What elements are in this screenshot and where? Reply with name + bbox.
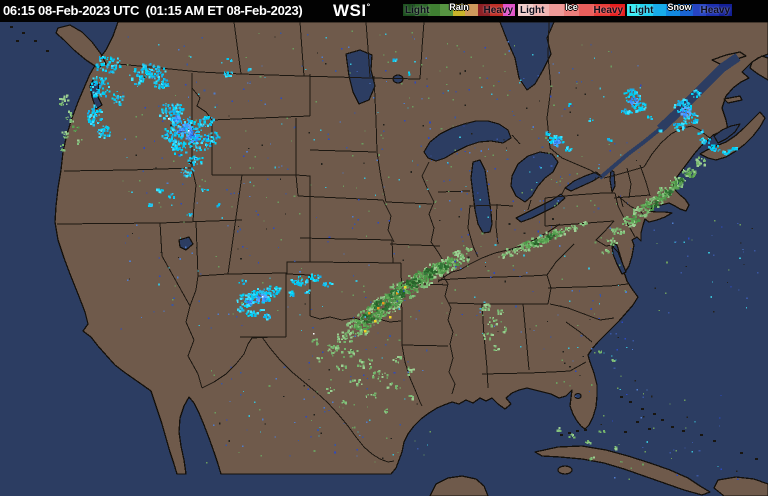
st-lawrence-river — [598, 127, 662, 180]
legend-heavy-label: Heavy — [483, 5, 513, 16]
legend-scale-title: Rain — [449, 2, 469, 12]
prince-edward-island — [723, 95, 743, 104]
lake-superior — [423, 120, 512, 162]
legend-color-segment — [563, 4, 580, 16]
chesapeake-bay — [611, 245, 627, 275]
legend-color-segment — [653, 4, 667, 16]
legend-color-segment — [403, 4, 416, 16]
legend-color-segment — [427, 4, 441, 16]
legend-heavy-label: Heavy — [700, 5, 730, 16]
lake-huron — [510, 151, 559, 203]
wsi-logo: WSI° — [333, 1, 371, 21]
bay-of-fundy — [713, 123, 741, 144]
legend-color-segment — [533, 4, 549, 16]
st-lawrence-estuary — [656, 53, 741, 133]
legend-color-segment — [490, 4, 503, 16]
legend-color-segment — [440, 4, 453, 16]
legend-color-segment — [609, 4, 625, 16]
legend-light-label: Light — [629, 5, 654, 16]
yucatan — [429, 475, 489, 496]
north-america-landmass — [54, 22, 768, 475]
legend-color-segment — [705, 4, 719, 16]
legend-color-segment — [679, 4, 693, 16]
legend-color-segment — [465, 4, 478, 16]
legend-color-segment — [579, 4, 595, 16]
lake-erie — [515, 193, 566, 223]
legend-scale-rain: Rain Light Heavy — [403, 2, 515, 16]
precipitation-layer — [59, 56, 738, 461]
legend-color-segment — [718, 4, 732, 16]
legend-scale-title: Snow — [667, 2, 692, 12]
lake-winnipeg — [345, 49, 376, 105]
legend-scale-snow: Snow Light Heavy — [627, 2, 732, 16]
legend-color-segment — [502, 4, 515, 16]
legend-color-segment — [548, 4, 564, 16]
timestamp-text: 06:15 08-Feb-2023 UTC (01:15 AM ET 08-Fe… — [3, 3, 303, 18]
legend-scale-title: Ice — [565, 2, 578, 12]
noise-speckle-layer — [120, 30, 759, 480]
legend-light-label: Light — [405, 5, 430, 16]
legend-color-segment — [692, 4, 706, 16]
title-bar: 06:15 08-Feb-2023 UTC (01:15 AM ET 08-Fe… — [0, 0, 768, 22]
legend-scale-ice: Ice Light Heavy — [518, 2, 625, 16]
wsi-logo-degree: ° — [366, 1, 371, 12]
james-bay — [499, 22, 555, 91]
wsi-logo-text: WSI — [333, 1, 367, 20]
legend-color-segment — [452, 4, 466, 16]
legend-color-segment — [415, 4, 428, 16]
legend-heavy-label: Heavy — [593, 5, 623, 16]
islet-layer — [10, 26, 758, 460]
radar-map — [0, 22, 768, 496]
legend-color-segment — [518, 4, 534, 16]
lake-michigan — [470, 159, 493, 234]
legend-color-segment — [627, 4, 641, 16]
cuba — [534, 445, 711, 496]
nova-scotia — [699, 111, 766, 161]
hispaniola — [713, 476, 768, 496]
newfoundland-corner — [749, 55, 768, 81]
legend-light-label: Light — [520, 5, 545, 16]
great-salt-lake — [178, 236, 194, 251]
legend-color-segment — [666, 4, 680, 16]
legend-color-segment — [477, 4, 491, 16]
legend-color-segment — [640, 4, 654, 16]
legend-color-segment — [594, 4, 610, 16]
isle-of-youth — [557, 465, 573, 475]
precip-legend: Rain Light Heavy Ice Light Heavy Snow Light Heav… — [0, 0, 768, 22]
